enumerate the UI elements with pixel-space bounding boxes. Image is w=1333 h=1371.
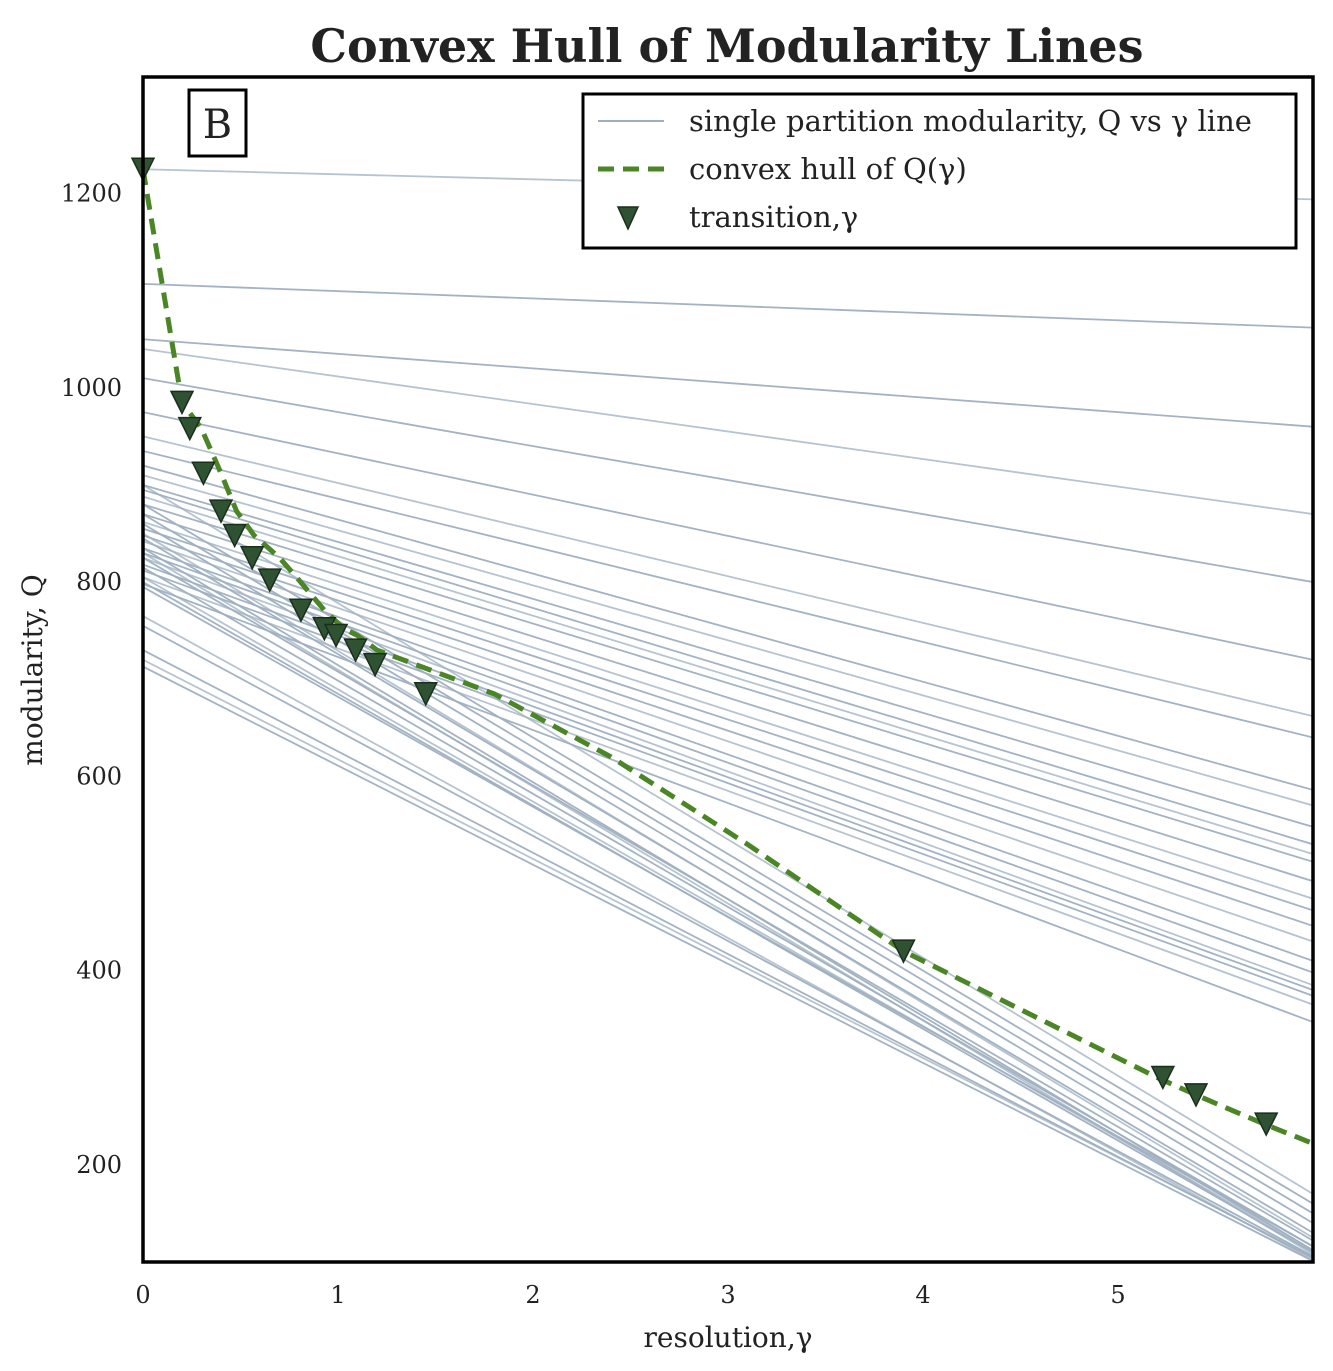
partition-line <box>143 583 1313 1023</box>
y-tick-label: 600 <box>76 762 122 790</box>
x-tick-label: 3 <box>720 1281 735 1309</box>
y-axis-label: modularity, Q <box>16 574 49 765</box>
y-axis-ticks: 200 400 600 800 1000 1200 <box>61 180 122 1179</box>
transition-marker <box>343 638 368 663</box>
partition-line <box>143 615 1313 1261</box>
partition-line <box>143 547 1313 962</box>
partition-line <box>143 282 1313 329</box>
partition-line <box>143 488 1313 846</box>
partition-line <box>143 586 1313 1248</box>
partition-line <box>143 411 1313 661</box>
partition-line <box>143 527 1313 912</box>
partition-line <box>143 484 1313 1195</box>
y-tick-label: 400 <box>76 957 122 985</box>
transition-marker <box>323 623 349 649</box>
partition-line <box>143 566 1313 1248</box>
partition-line <box>143 464 1313 791</box>
legend: single partition modularity, Q vs γ line… <box>581 92 1298 250</box>
transition-marker <box>191 461 216 486</box>
partition-line <box>143 474 1313 807</box>
partition-line <box>143 338 1313 428</box>
transition-markers <box>130 157 1279 1137</box>
partition-line <box>143 552 1313 974</box>
partition-line <box>143 377 1313 583</box>
transition-marker <box>177 416 203 442</box>
transition-marker <box>1253 1112 1279 1137</box>
legend-hull-label: convex hull of Q(γ) <box>689 152 967 186</box>
partition-line <box>143 569 1313 997</box>
panel-label: B <box>203 102 232 148</box>
panel-label-box: B <box>187 88 248 158</box>
chart-title: Convex Hull of Modularity Lines <box>310 19 1143 73</box>
convex-hull-layer <box>143 168 1313 1146</box>
y-tick-label: 800 <box>76 568 122 596</box>
x-tick-label: 2 <box>525 1281 540 1309</box>
plot-frame <box>141 75 1315 1264</box>
partition-line <box>143 348 1313 515</box>
transition-marker <box>257 568 282 593</box>
partition-line <box>143 540 1313 943</box>
partition-line <box>143 513 1313 883</box>
partition-line <box>143 658 1313 1258</box>
partition-line <box>143 665 1313 1262</box>
transition-marker <box>1183 1083 1209 1108</box>
y-tick-label: 200 <box>76 1151 122 1179</box>
transition-marker <box>1150 1065 1176 1091</box>
x-tick-label: 0 <box>135 1281 150 1309</box>
partition-line <box>143 435 1313 717</box>
partition-line <box>143 484 1313 828</box>
legend-partition-line-label: single partition modularity, Q vs γ line <box>689 104 1252 138</box>
partition-line <box>143 557 1313 1242</box>
transition-marker <box>891 939 916 964</box>
transition-marker <box>222 523 247 549</box>
partition-line <box>143 450 1313 739</box>
partition-line <box>143 521 1313 900</box>
transition-marker <box>288 598 314 623</box>
panel-label-frame <box>187 88 248 158</box>
transition-marker <box>169 390 195 416</box>
partition-line <box>143 624 1313 1257</box>
legend-frame <box>581 92 1298 250</box>
transition-marker <box>208 499 234 524</box>
transition-marker <box>362 652 388 678</box>
partition-line <box>143 495 1313 855</box>
y-tick-label: 1000 <box>61 374 122 402</box>
x-axis-label: resolution,γ <box>644 1321 813 1354</box>
x-tick-label: 1 <box>330 1281 345 1309</box>
partition-line <box>143 537 1313 1234</box>
partition-line <box>143 534 1313 927</box>
transition-marker <box>239 546 265 571</box>
x-axis-ticks: 0 1 2 3 4 5 <box>135 1281 1125 1309</box>
partition-lines <box>143 168 1313 1262</box>
legend-transition-label: transition,γ <box>689 200 858 234</box>
legend-transition-marker-swatch <box>616 206 640 231</box>
x-tick-label: 5 <box>1110 1281 1125 1309</box>
partition-line <box>143 576 1313 1252</box>
partition-line <box>143 576 1313 1006</box>
x-tick-label: 4 <box>915 1281 930 1309</box>
y-tick-label: 1200 <box>61 180 122 208</box>
transition-marker <box>413 682 438 707</box>
partition-line <box>143 503 1313 863</box>
convex-hull-line <box>143 168 1313 1146</box>
